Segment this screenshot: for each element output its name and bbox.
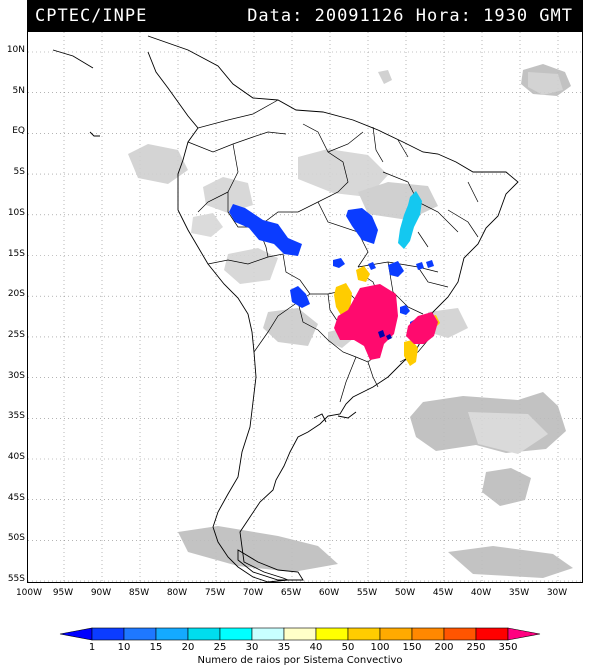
longitude-label: 85W [128,588,150,598]
latitude-label: 50S [7,533,25,544]
colorbar-label: 1 [88,642,96,653]
colorbar-swatch [155,627,189,641]
latitude-label: 35S [7,411,25,422]
longitude-label: 60W [318,588,340,598]
longitude-label: 95W [52,588,74,598]
colorbar-swatch [219,627,253,641]
datetime-label: Data: 20091126 Hora: 1930 GMT [247,6,573,26]
latitude-label: 20S [7,289,25,300]
colorbar-label: 15 [149,642,163,653]
colorbar-swatch [283,627,317,641]
longitude-label: 80W [166,588,188,598]
latitude-label: 40S [7,452,25,462]
colorbar-swatch [379,627,413,641]
latitude-label: 10S [7,207,25,218]
colorbar-label: 30 [245,642,259,653]
colorbar-swatch [411,627,445,641]
colorbar-swatch [91,627,125,641]
map-canvas [28,32,584,584]
colorbar-label: 50 [341,642,355,653]
colorbar-swatch [347,627,381,641]
colorbar-label: 10 [117,642,131,653]
map-frame [27,31,584,584]
lightning-small-dark [378,330,392,340]
colorbar-swatch [315,627,349,641]
colorbar-label: 100 [370,642,390,653]
latitude-label: 5S [13,167,25,178]
colorbar-label: 350 [498,642,518,653]
cloud-cover [128,64,573,578]
latitude-label: 45S [7,492,25,503]
country-borders [187,99,479,403]
colorbar-title: Numero de raios por Sistema Convectivo [197,655,403,666]
latitude-label: 30S [7,370,25,381]
colorbar-label: 250 [466,642,486,653]
latitude-label: 25S [7,329,25,340]
colorbar-arrow-left [59,627,93,641]
title-bar: CPTEC/INPE Data: 20091126 Hora: 1930 GMT [27,0,583,31]
latitude-label: 5N [12,85,25,96]
longitude-label: 50W [394,588,416,598]
lightning-magenta [334,284,438,360]
colorbar-label: 150 [402,642,422,653]
longitude-label: 55W [356,588,378,598]
lightning-cyan [398,191,422,249]
colorbar-arrow-right [507,627,541,641]
colorbar-label: 200 [434,642,454,653]
colorbar-swatch [187,627,221,641]
longitude-label: 70W [242,588,264,598]
colorbar-label: 35 [277,642,291,653]
longitude-label: 45W [432,588,454,598]
colorbar-swatch [251,627,285,641]
longitude-label: 100W [15,588,43,598]
coastline [52,35,519,583]
longitude-label: 40W [470,588,492,598]
colorbar-label: 25 [213,642,227,653]
longitude-label: 30W [546,588,568,598]
colorbar-swatch [475,627,509,641]
source-label: CPTEC/INPE [35,6,148,26]
colorbar [59,627,541,641]
colorbar-label: 20 [181,642,195,653]
longitude-label: 65W [280,588,302,598]
latitude-label: 55S [7,574,25,585]
latitude-label: 15S [7,248,25,259]
colorbar-label: 40 [309,642,323,653]
longitude-label: 35W [508,588,530,598]
longitude-label: 90W [90,588,112,598]
longitude-label: 75W [204,588,226,598]
latitude-label: 10N [6,45,25,55]
colorbar-swatch [123,627,157,641]
colorbar-swatch [443,627,477,641]
latitude-label: EQ [12,126,25,137]
